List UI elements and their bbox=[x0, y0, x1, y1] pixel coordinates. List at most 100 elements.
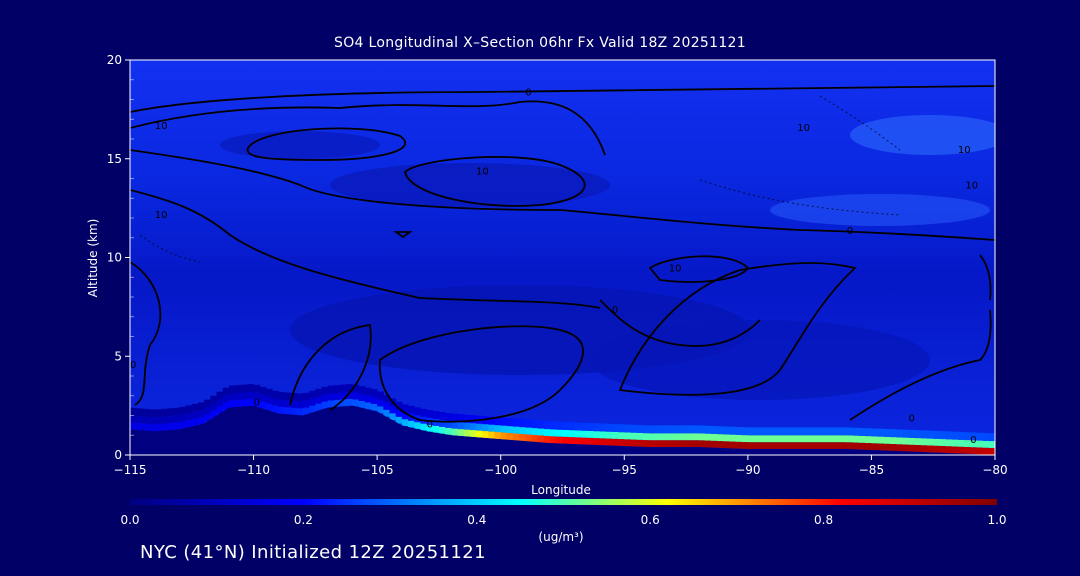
surface-cell bbox=[389, 406, 397, 414]
x-tick-label: −115 bbox=[114, 463, 147, 477]
surface-cell bbox=[333, 385, 341, 394]
surface-cell bbox=[204, 399, 211, 408]
surface-cell bbox=[315, 396, 323, 404]
surface-cell bbox=[290, 400, 298, 408]
surface-cell bbox=[636, 439, 644, 447]
surface-cell bbox=[754, 427, 761, 436]
surface-cell bbox=[173, 407, 180, 416]
surface-cell bbox=[574, 422, 582, 431]
surface-cell bbox=[618, 424, 625, 433]
surface-cell bbox=[531, 428, 539, 436]
surface-cell bbox=[723, 434, 730, 442]
surface-cell bbox=[593, 431, 601, 439]
surface-cell bbox=[247, 392, 255, 399]
surface-cell bbox=[358, 386, 366, 395]
surface-cell bbox=[822, 427, 829, 436]
surface-cell bbox=[988, 447, 995, 455]
surface-cell bbox=[525, 419, 533, 428]
surface-cell bbox=[889, 429, 897, 438]
surface-cell bbox=[445, 420, 452, 428]
surface-cell bbox=[210, 410, 217, 418]
surface-cell bbox=[197, 410, 205, 418]
surface-cell bbox=[370, 396, 378, 404]
surface-cell bbox=[642, 433, 650, 441]
contour-label: 10 bbox=[958, 145, 971, 156]
surface-cell bbox=[951, 431, 959, 440]
surface-cell bbox=[395, 409, 403, 417]
surface-cell bbox=[957, 431, 965, 440]
surface-cell bbox=[914, 438, 922, 446]
surface-cell bbox=[272, 390, 279, 399]
surface-cell bbox=[167, 408, 174, 417]
surface-cell bbox=[556, 429, 563, 437]
concentration-field: 0 10 10 10 10 10 10 0 10 0 0 0 0 0 0 bbox=[130, 60, 995, 455]
surface-cell bbox=[364, 395, 372, 403]
surface-cell bbox=[296, 408, 304, 416]
surface-cell bbox=[920, 430, 928, 439]
surface-cell bbox=[154, 409, 162, 418]
surface-cell bbox=[463, 422, 471, 430]
surface-cell bbox=[216, 391, 224, 400]
contour-label: 0 bbox=[909, 413, 915, 424]
surface-cell bbox=[525, 427, 533, 435]
surface-cell bbox=[451, 421, 458, 429]
surface-cell bbox=[383, 409, 390, 417]
surface-cell bbox=[340, 399, 347, 407]
surface-cell bbox=[253, 399, 261, 407]
y-tick-label: 15 bbox=[107, 152, 122, 166]
surface-cell bbox=[562, 422, 570, 430]
surface-cell bbox=[148, 424, 156, 432]
surface-cell bbox=[976, 447, 984, 455]
surface-cell bbox=[945, 439, 953, 447]
surface-cell bbox=[933, 438, 940, 446]
surface-cell bbox=[543, 421, 551, 430]
surface-cell bbox=[791, 442, 798, 450]
surface-cell bbox=[327, 400, 335, 408]
surface-cell bbox=[228, 385, 236, 394]
contour-line bbox=[130, 261, 162, 406]
surface-cell bbox=[333, 399, 341, 407]
surface-cell bbox=[723, 441, 730, 449]
surface-cell bbox=[988, 433, 995, 442]
surface-cell bbox=[704, 440, 712, 448]
surface-cell bbox=[519, 427, 526, 435]
surface-cell bbox=[636, 425, 644, 433]
surface-cell bbox=[902, 444, 909, 452]
surface-cell bbox=[797, 427, 804, 436]
surface-cell bbox=[494, 425, 502, 433]
footer-caption: NYC (41°N) Initialized 12Z 20251121 bbox=[140, 542, 486, 563]
surface-cell bbox=[235, 399, 242, 407]
surface-cell bbox=[315, 403, 323, 411]
contour-label: 0 bbox=[130, 360, 136, 371]
surface-cell bbox=[346, 398, 353, 406]
surface-cell bbox=[482, 424, 489, 432]
surface-cell bbox=[167, 423, 174, 431]
field-low-patch-upper-left bbox=[220, 131, 380, 159]
surface-cell bbox=[630, 432, 638, 440]
surface-cell bbox=[401, 419, 409, 427]
surface-cell bbox=[710, 440, 718, 448]
surface-cell bbox=[197, 417, 205, 425]
surface-cell bbox=[574, 430, 582, 438]
surface-cell bbox=[340, 392, 347, 400]
surface-cell bbox=[364, 402, 372, 410]
surface-cell bbox=[902, 437, 909, 445]
surface-cell bbox=[506, 426, 514, 434]
surface-cell bbox=[130, 422, 137, 430]
surface-cell bbox=[698, 425, 706, 434]
surface-cell bbox=[815, 435, 823, 443]
surface-cell bbox=[914, 430, 922, 439]
surface-cell bbox=[426, 424, 434, 432]
surface-cell bbox=[506, 418, 514, 427]
surface-cell bbox=[809, 435, 817, 443]
y-tick-label: 10 bbox=[107, 251, 122, 265]
surface-cell bbox=[951, 439, 959, 447]
surface-cell bbox=[556, 421, 563, 430]
surface-cell bbox=[957, 439, 965, 447]
surface-cell bbox=[704, 433, 712, 441]
surface-cell bbox=[284, 400, 292, 408]
surface-cell bbox=[791, 427, 798, 436]
surface-cell bbox=[865, 443, 872, 450]
field-high-patch-upper-right bbox=[850, 115, 995, 155]
surface-cell bbox=[309, 390, 316, 399]
